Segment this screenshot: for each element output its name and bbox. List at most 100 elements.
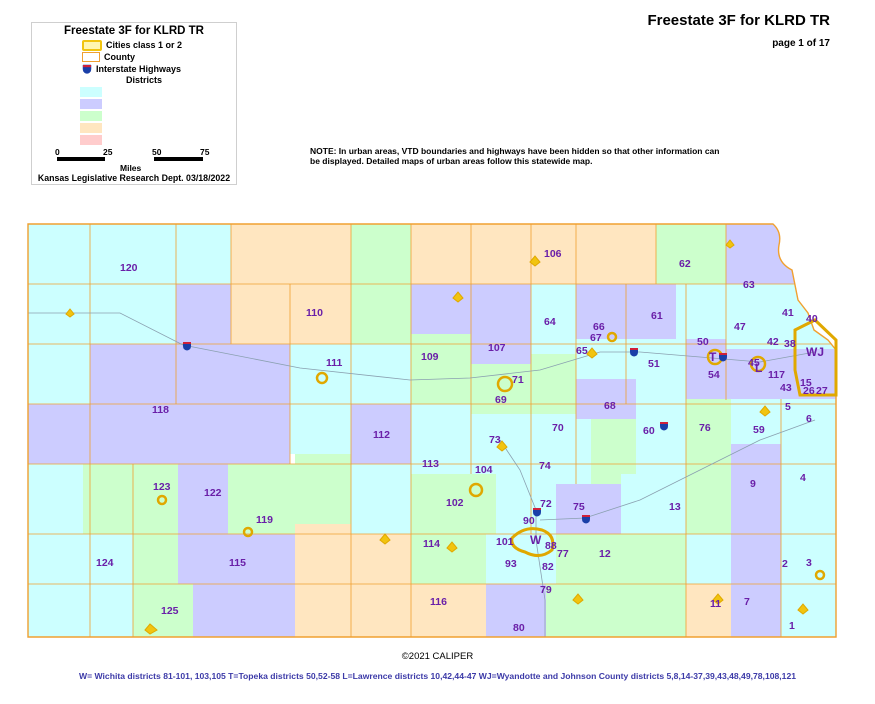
district-label: 69 [495, 394, 507, 406]
district-swatch-pink [80, 135, 102, 145]
district-label: 90 [523, 515, 535, 527]
legend-item-interstate: Interstate Highways [82, 63, 181, 75]
county-swatch [82, 52, 100, 62]
district-label: 119 [256, 514, 273, 526]
district-label: 70 [552, 422, 564, 434]
district-region [411, 584, 486, 637]
district-region [591, 419, 636, 484]
district-label: 77 [557, 548, 569, 560]
footer-legend: W= Wichita districts 81-101, 103,105 T=T… [78, 671, 797, 681]
district-region [351, 404, 411, 464]
district-label: 109 [421, 351, 439, 363]
district-region [133, 534, 178, 584]
district-label: 50 [697, 336, 709, 348]
district-label: 125 [161, 605, 179, 617]
district-label: 12 [599, 548, 611, 560]
district-label: 62 [679, 258, 691, 270]
district-label: 93 [505, 558, 517, 570]
district-region [295, 584, 411, 637]
district-label: 38 [784, 338, 796, 350]
district-swatch-lavender [80, 99, 102, 109]
district-label: 88 [545, 540, 557, 552]
district-region [781, 399, 836, 444]
district-label: 74 [539, 460, 551, 472]
district-label: 60 [643, 425, 655, 437]
district-label: 123 [153, 481, 171, 493]
district-label: 65 [576, 345, 588, 357]
district-label: 116 [430, 596, 447, 608]
district-label: L [755, 361, 762, 375]
district-label: 102 [446, 497, 464, 509]
district-label: 5 [785, 401, 791, 413]
district-region [531, 354, 576, 414]
district-region [556, 534, 621, 584]
district-swatch-peach [80, 123, 102, 133]
interstate-shield-icon [183, 342, 191, 351]
city-marker [496, 375, 514, 393]
scale-tick-25: 25 [103, 147, 113, 157]
district-region [178, 534, 295, 584]
district-label: 114 [423, 538, 440, 550]
district-region [621, 474, 686, 534]
district-region [731, 584, 781, 637]
district-region [576, 379, 636, 419]
city-marker [529, 255, 541, 267]
district-label: 7 [744, 596, 750, 608]
legend-item-cities: Cities class 1 or 2 [82, 39, 182, 51]
district-region [176, 224, 231, 284]
interstate-shield-icon [719, 353, 727, 362]
page-title: Freestate 3F for KLRD TR [647, 12, 830, 29]
legend-item-label: Interstate Highways [96, 64, 182, 74]
district-label: 27 [816, 385, 828, 397]
district-region [83, 464, 133, 534]
legend-item-label: Cities class 1 or 2 [106, 40, 183, 50]
district-region [546, 584, 621, 637]
district-label: 43 [780, 382, 792, 394]
district-region [531, 224, 656, 284]
district-region [726, 349, 836, 399]
legend-districts-label: Districts [125, 75, 162, 85]
district-label: 120 [120, 262, 138, 274]
district-region [351, 464, 411, 534]
district-label: T [709, 350, 717, 364]
district-region [781, 444, 836, 534]
district-region [731, 444, 781, 534]
district-region [351, 224, 411, 284]
district-region [228, 464, 295, 534]
district-region [28, 404, 90, 464]
district-region [781, 534, 836, 584]
scale-tick-50: 50 [152, 147, 162, 157]
district-label: 42 [767, 336, 779, 348]
district-region [28, 584, 133, 637]
district-region [686, 339, 726, 399]
district-label: 117 [768, 369, 785, 381]
county-boundaries [28, 224, 836, 637]
district-label: WJ [806, 345, 824, 359]
district-label: 40 [806, 313, 818, 325]
district-label: 80 [513, 622, 525, 634]
district-region [178, 464, 228, 534]
district-region [28, 464, 83, 534]
district-label: 59 [753, 424, 765, 436]
district-label: 67 [590, 332, 602, 344]
city-marker [606, 331, 618, 343]
district-label: 45 [748, 357, 760, 369]
scale-tick-75: 75 [200, 147, 210, 157]
district-label: 107 [488, 342, 506, 354]
district-label: 115 [229, 557, 246, 569]
district-label: 104 [475, 464, 493, 476]
district-region [411, 404, 471, 474]
interstate-shield-icon [582, 515, 590, 524]
copyright: ©2021 CALIPER [401, 651, 474, 662]
district-fills [28, 224, 836, 637]
district-label: 64 [544, 316, 556, 328]
district-region [686, 474, 731, 534]
district-label: 15 [800, 377, 812, 389]
legend-credit: Kansas Legislative Research Dept. 03/18/… [37, 173, 231, 183]
city-marker [496, 440, 508, 452]
district-region [726, 224, 836, 284]
district-label: 9 [750, 478, 756, 490]
scale-tick-0: 0 [55, 147, 60, 157]
district-region [686, 584, 731, 637]
district-region [531, 414, 591, 484]
